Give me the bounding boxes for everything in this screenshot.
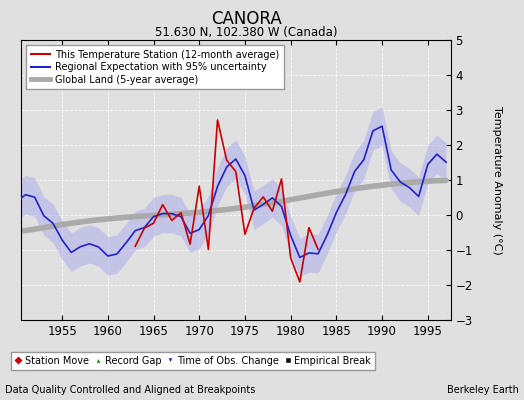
Text: Berkeley Earth: Berkeley Earth (447, 385, 519, 395)
Y-axis label: Temperature Anomaly (°C): Temperature Anomaly (°C) (493, 106, 503, 254)
Text: Data Quality Controlled and Aligned at Breakpoints: Data Quality Controlled and Aligned at B… (5, 385, 256, 395)
Legend: Station Move, Record Gap, Time of Obs. Change, Empirical Break: Station Move, Record Gap, Time of Obs. C… (10, 352, 375, 370)
Text: CANORA: CANORA (211, 10, 282, 28)
Text: 51.630 N, 102.380 W (Canada): 51.630 N, 102.380 W (Canada) (155, 26, 337, 39)
